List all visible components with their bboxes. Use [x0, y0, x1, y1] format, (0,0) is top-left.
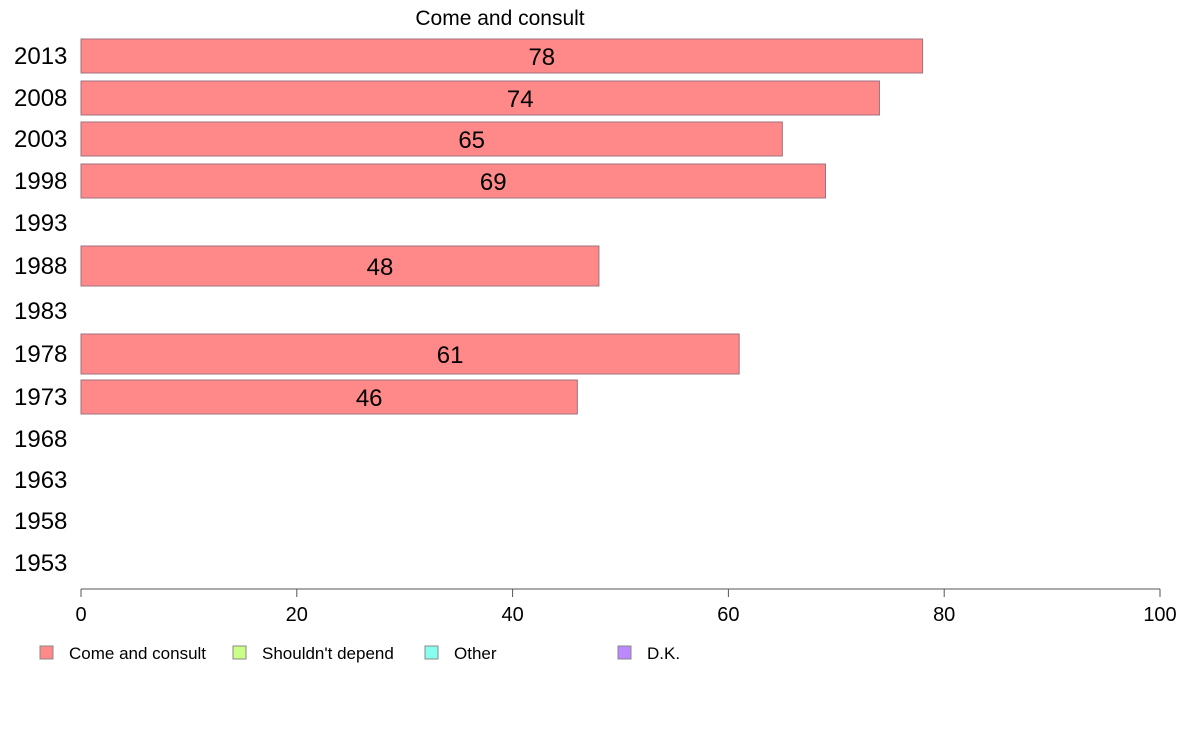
- data-label: 78: [528, 44, 555, 71]
- x-tick-label: 60: [717, 604, 739, 626]
- legend-label: Come and consult: [69, 644, 206, 663]
- y-tick-label: 1953: [14, 550, 67, 577]
- legend-swatch: [39, 645, 54, 660]
- bar: [80, 333, 740, 375]
- bar: [80, 245, 600, 287]
- legend-swatch: [424, 645, 439, 660]
- y-tick-label: 2013: [14, 43, 67, 70]
- chart-title: Come and consult: [415, 7, 584, 30]
- x-tick-label: 0: [75, 604, 86, 626]
- bar: [80, 163, 827, 199]
- legend-label: Other: [454, 644, 497, 663]
- legend-swatch: [617, 645, 632, 660]
- legend-label: D.K.: [647, 644, 680, 663]
- y-tick-label: 1968: [14, 426, 67, 453]
- x-tick-label: 100: [1143, 604, 1176, 626]
- y-axis-labels: 2013 2008 2003 1998 1993 1988 1983 1978 1973 1968…: [14, 43, 67, 577]
- x-axis: 0 20 40 60 80 100: [75, 588, 1177, 626]
- y-tick-label: 1963: [14, 467, 67, 494]
- y-tick-label: 1958: [14, 508, 67, 535]
- y-tick-label: 1988: [14, 253, 67, 280]
- bar: [80, 38, 924, 74]
- legend: Come and consult Shouldn't depend Other D.K…: [39, 644, 680, 663]
- data-label: 65: [458, 127, 485, 154]
- y-tick-label: 2008: [14, 85, 67, 112]
- y-tick-label: 1978: [14, 341, 67, 368]
- y-tick-label: 1998: [14, 168, 67, 195]
- bar: [80, 80, 880, 116]
- x-tick-label: 80: [933, 604, 955, 626]
- legend-swatch: [232, 645, 247, 660]
- bar: [80, 121, 783, 157]
- data-label: 61: [437, 342, 464, 369]
- legend-label: Shouldn't depend: [262, 644, 394, 663]
- data-label: 69: [480, 169, 507, 196]
- y-tick-label: 1973: [14, 384, 67, 411]
- bar: [80, 379, 578, 415]
- data-label: 48: [367, 254, 394, 281]
- data-label: 46: [356, 385, 383, 412]
- y-tick-label: 1983: [14, 298, 67, 325]
- data-label: 74: [507, 86, 534, 113]
- y-tick-label: 2003: [14, 126, 67, 153]
- x-tick-label: 20: [286, 604, 308, 626]
- x-tick-label: 40: [501, 604, 523, 626]
- bars-group: 78 74 65 69 48 61 46: [80, 38, 924, 415]
- y-tick-label: 1993: [14, 210, 67, 237]
